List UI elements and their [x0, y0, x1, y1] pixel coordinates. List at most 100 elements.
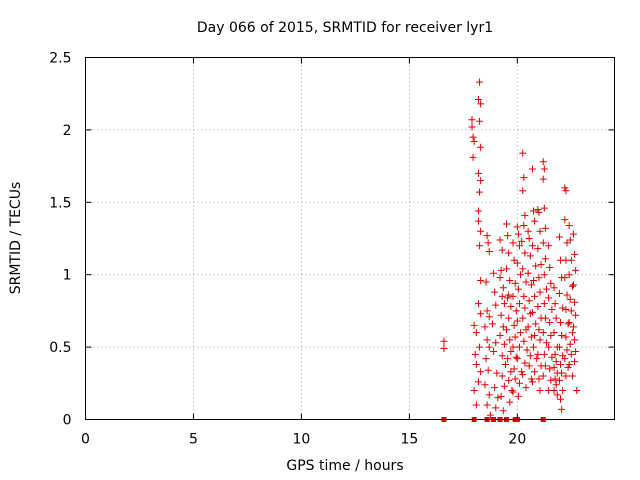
data-point — [534, 350, 542, 358]
data-point — [569, 323, 577, 331]
data-point — [517, 271, 525, 279]
data-point — [481, 323, 489, 331]
data-point — [531, 292, 539, 300]
data-point — [506, 336, 514, 344]
data-point — [551, 375, 559, 383]
data-point — [511, 279, 519, 287]
data-point — [492, 404, 500, 412]
data-point — [497, 311, 505, 319]
data-point — [541, 314, 549, 322]
data-point — [504, 355, 512, 363]
data-point — [571, 358, 579, 366]
data-point — [540, 165, 548, 173]
data-point — [527, 333, 535, 341]
data-point — [503, 265, 511, 273]
data-point — [531, 217, 539, 225]
data-point — [493, 369, 501, 377]
data-point — [534, 245, 542, 253]
data-point — [559, 387, 567, 395]
data-point — [540, 350, 548, 358]
data-point — [550, 329, 558, 337]
y-tick-label: 0 — [63, 413, 72, 429]
data-point — [571, 298, 579, 306]
data-point — [571, 336, 579, 344]
data-point — [541, 224, 549, 232]
data-point — [476, 343, 484, 351]
data-point — [535, 208, 543, 216]
data-point — [518, 237, 526, 245]
data-point — [535, 326, 543, 334]
data-point — [569, 230, 577, 238]
data-point — [500, 340, 508, 348]
data-point — [504, 294, 512, 302]
data-point — [513, 259, 521, 267]
data-point — [567, 256, 575, 264]
data-point — [558, 405, 566, 413]
data-point — [472, 401, 480, 409]
data-point — [468, 123, 476, 131]
data-point — [564, 320, 572, 328]
data-point — [477, 368, 485, 376]
data-point — [491, 384, 499, 392]
data-point — [555, 290, 563, 298]
data-point — [567, 307, 575, 315]
data-point — [469, 153, 477, 161]
data-point — [470, 321, 478, 329]
data-point — [566, 295, 574, 303]
data-point — [550, 363, 558, 371]
data-point — [525, 235, 533, 242]
data-point — [499, 323, 507, 331]
data-point — [474, 207, 482, 215]
data-point — [499, 284, 507, 292]
data-point — [520, 292, 528, 300]
data-point — [520, 221, 528, 229]
data-point — [440, 337, 448, 345]
data-point — [557, 395, 565, 403]
data-point — [509, 343, 517, 351]
data-point — [568, 329, 576, 337]
data-point — [471, 350, 479, 358]
x-tick-label: 10 — [293, 432, 311, 448]
data-point — [485, 248, 493, 256]
data-point — [566, 340, 574, 348]
data-point — [561, 184, 569, 192]
data-point — [510, 256, 518, 264]
data-point — [477, 227, 485, 235]
data-point — [512, 353, 520, 361]
data-point — [496, 274, 504, 282]
data-point — [561, 216, 569, 224]
data-point — [513, 317, 521, 325]
data-point — [515, 300, 523, 308]
data-point — [527, 281, 535, 289]
data-point — [539, 175, 547, 183]
data-point — [519, 265, 527, 273]
data-point — [573, 387, 581, 395]
data-point — [508, 387, 516, 395]
data-point — [539, 158, 547, 166]
y-tick-label: 1.5 — [49, 195, 71, 211]
data-point — [555, 376, 563, 384]
data-point — [515, 379, 523, 387]
data-point — [476, 242, 484, 250]
data-point — [561, 355, 569, 363]
data-point — [541, 255, 549, 263]
data-point — [525, 297, 533, 305]
data-point — [562, 372, 570, 380]
data-point — [539, 329, 547, 337]
data-point — [540, 300, 548, 308]
data-point — [545, 242, 553, 250]
data-point — [521, 211, 529, 219]
data-point — [553, 391, 561, 399]
data-point — [558, 332, 566, 340]
data-point — [485, 391, 493, 399]
data-point — [565, 271, 573, 279]
data-point — [505, 291, 513, 299]
data-point — [533, 355, 541, 363]
data-point — [546, 365, 554, 373]
data-point — [542, 285, 550, 293]
data-point — [571, 250, 579, 258]
data-point — [521, 304, 529, 312]
data-point — [519, 371, 527, 379]
data-point — [507, 303, 515, 311]
data-point — [565, 318, 573, 326]
